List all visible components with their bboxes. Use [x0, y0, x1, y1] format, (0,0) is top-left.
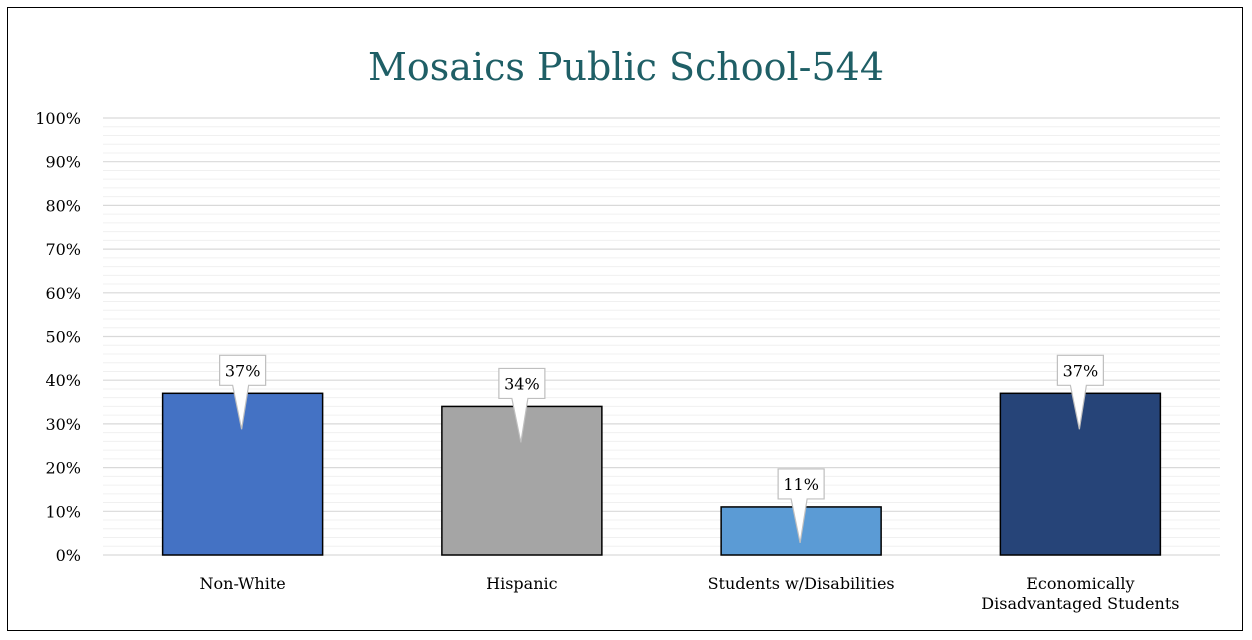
data-label: 11%: [783, 475, 819, 494]
data-label-callout: [219, 354, 267, 430]
x-category-label: Students w/Disabilities: [708, 574, 895, 593]
chart-title: Mosaics Public School-544: [368, 45, 884, 89]
data-label: 37%: [1063, 361, 1099, 380]
y-tick-label: 90%: [45, 153, 81, 172]
y-tick-label: 20%: [45, 459, 81, 478]
y-tick-label: 0%: [56, 546, 81, 565]
data-label-callout: [1056, 354, 1104, 430]
x-category-label: Hispanic: [486, 574, 557, 593]
chart-frame: Mosaics Public School-544 0% 10% 20% 30% 40%…: [7, 7, 1243, 631]
y-tick-label: 10%: [45, 502, 81, 521]
y-tick-label: 40%: [45, 371, 81, 390]
y-tick-label: 60%: [45, 284, 81, 303]
y-tick-label: 100%: [35, 109, 81, 128]
bars: [161, 392, 1162, 556]
data-labels: 37% 34% 11% 37%: [219, 354, 1104, 544]
chart: Mosaics Public School-544 0% 10% 20% 30% 40%…: [35, 45, 1220, 613]
x-category-label: Economically: [1026, 574, 1134, 593]
y-tick-label: 50%: [45, 328, 81, 347]
data-label: 37%: [225, 361, 261, 380]
data-label-callout: [498, 367, 546, 443]
x-axis-category-labels: Non-White Hispanic Students w/Disabilities…: [200, 574, 1180, 613]
y-tick-label: 30%: [45, 415, 81, 434]
y-tick-label: 80%: [45, 196, 81, 215]
data-label: 34%: [504, 374, 540, 393]
x-category-label: Disadvantaged Students: [981, 594, 1179, 613]
x-category-label: Non-White: [200, 574, 286, 593]
y-tick-label: 70%: [45, 240, 81, 259]
data-label-callout: [777, 468, 825, 544]
y-axis-tick-labels: 0% 10% 20% 30% 40% 50% 60% 70% 80% 90% 100%: [35, 109, 81, 565]
